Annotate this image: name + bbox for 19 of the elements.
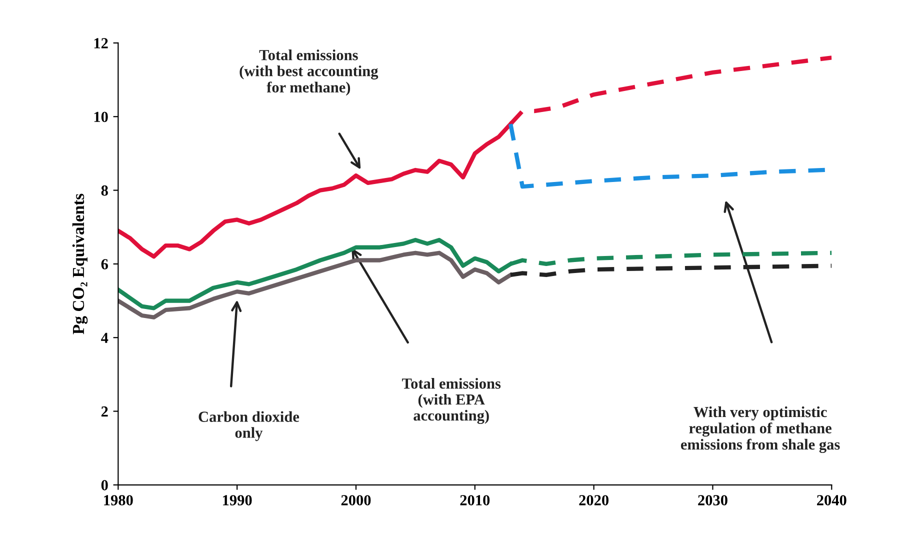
x-tick-label: 2020 [579,495,609,506]
y-tick-label: 6 [101,259,108,270]
annotation: Total emissions (with EPA accounting) [402,378,501,424]
y-tick-label: 2 [101,406,108,417]
y-tick-label: 8 [101,185,108,196]
y-axis-title: Pg CO₂ Equivalents [72,194,88,334]
y-tick-label: 4 [101,332,108,343]
x-tick-label: 2040 [817,495,846,506]
y-tick-label: 12 [94,38,108,48]
annotation: Carbon dioxide only [198,411,300,442]
y-tick-label: 0 [101,480,108,490]
x-tick-label: 2010 [460,495,490,506]
y-tick-label: 10 [94,112,108,122]
x-tick-label: 2000 [341,495,371,506]
x-tick-label: 1980 [104,495,133,506]
x-tick-label: 2030 [698,495,728,506]
annotation: Total emissions (with best accounting for methane) [240,50,378,96]
annotation: With very optimistic regulation of methane emissions from shale gas [680,406,840,453]
x-tick-label: 1990 [223,495,252,506]
